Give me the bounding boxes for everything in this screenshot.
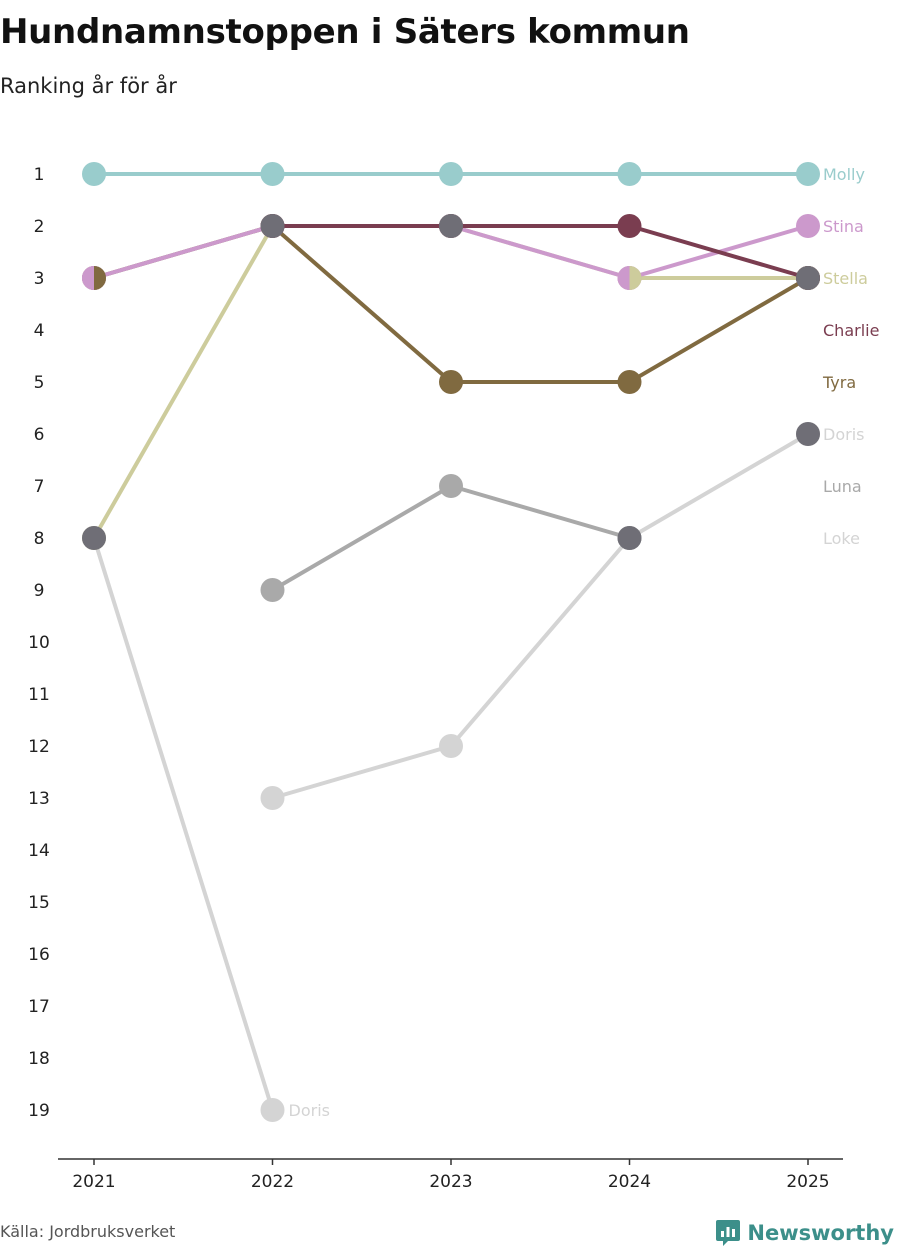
y-tick-label: 16 [28, 945, 50, 965]
end-label-stella: Stella [823, 269, 868, 288]
point-molly [796, 162, 820, 186]
point-molly [82, 162, 106, 186]
brand-name: Newsworthy [747, 1221, 894, 1245]
series-lines [92, 172, 810, 1112]
x-axis: 2021 2022 2023 2024 2025 [58, 1158, 843, 1192]
series-labels: Molly Stina Stella Charlie Tyra Doris Luna Loke… [289, 165, 880, 1120]
y-tick-label: 3 [34, 269, 45, 289]
y-tick-label: 8 [34, 529, 45, 549]
y-tick-label: 11 [28, 685, 50, 705]
chart-subtitle: Ranking år för år [0, 74, 177, 98]
tie-marker [82, 526, 106, 550]
point-tyra [439, 370, 463, 394]
x-tick-label: 2021 [72, 1172, 115, 1192]
split-marker-right [94, 266, 106, 290]
y-tick-label: 9 [34, 581, 45, 601]
y-tick-label: 10 [28, 633, 50, 653]
tie-marker [796, 266, 820, 290]
series-line-luna [270, 484, 632, 592]
series-line-tyra [92, 224, 810, 384]
end-label-charlie: Charlie [823, 321, 879, 340]
y-tick-label: 15 [28, 893, 50, 913]
x-tick-label: 2023 [429, 1172, 472, 1192]
tie-marker [617, 526, 642, 550]
split-marker-right [629, 266, 642, 290]
y-tick-label: 2 [34, 217, 45, 237]
point-charlie [617, 214, 642, 238]
split-marker-left [82, 266, 94, 290]
y-tick-label: 14 [28, 841, 50, 861]
y-tick-label: 19 [28, 1101, 50, 1121]
point-stina [796, 214, 820, 238]
y-tick-label: 12 [28, 737, 50, 757]
point-tyra [617, 370, 642, 394]
tie-marker [796, 422, 820, 446]
series-line-doris [270, 432, 810, 800]
point-molly [439, 162, 463, 186]
point-doris [439, 734, 463, 758]
source-note: Källa: Jordbruksverket [0, 1222, 176, 1241]
point-molly [260, 162, 285, 186]
point-molly [617, 162, 642, 186]
series-line-loke [92, 536, 275, 1112]
point-loke [260, 1098, 285, 1122]
series-points [82, 162, 820, 1122]
x-tick-label: 2024 [608, 1172, 651, 1192]
tie-marker [260, 214, 285, 238]
y-tick-label: 1 [34, 165, 45, 185]
end-label-loke: Loke [823, 529, 860, 548]
newsworthy-logo-icon [716, 1220, 741, 1246]
y-tick-label: 5 [34, 373, 45, 393]
end-label-stina: Stina [823, 217, 864, 236]
point-doris [260, 786, 285, 810]
split-marker-left [617, 266, 630, 290]
y-tick-label: 18 [28, 1049, 50, 1069]
tie-marker [439, 214, 463, 238]
y-tick-label: 6 [34, 425, 45, 445]
x-tick-label: 2025 [786, 1172, 829, 1192]
x-tick-label: 2022 [251, 1172, 294, 1192]
end-label-doris: Doris [823, 425, 864, 444]
end-label-tyra: Tyra [822, 373, 856, 392]
series-line-charlie [270, 224, 810, 280]
point-luna [260, 578, 285, 602]
brand-logo[interactable]: Newsworthy [715, 1218, 894, 1248]
y-tick-label: 13 [28, 789, 50, 809]
inline-label-doris: Doris [289, 1101, 330, 1120]
y-tick-label: 7 [34, 477, 45, 497]
y-tick-label: 17 [28, 997, 50, 1017]
chart-title: Hundnamnstoppen i Säters kommun [0, 12, 690, 52]
point-luna [439, 474, 463, 498]
y-tick-label: 4 [34, 321, 45, 341]
end-label-molly: Molly [823, 165, 865, 184]
end-label-luna: Luna [823, 477, 862, 496]
